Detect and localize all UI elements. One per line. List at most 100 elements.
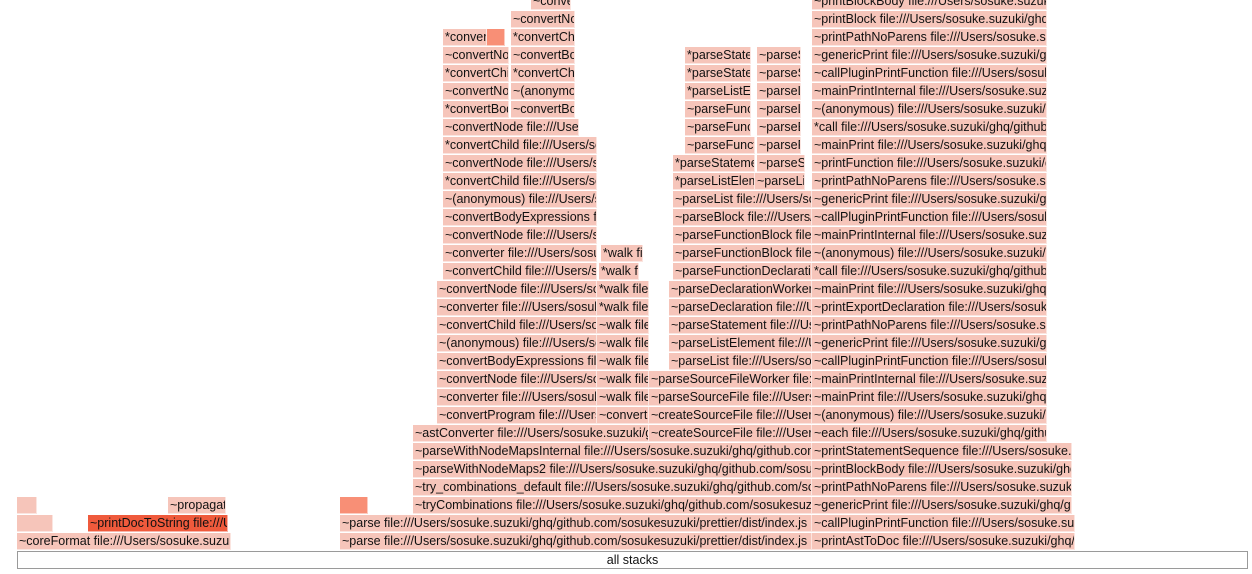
flame-frame[interactable]: ~parseList file:///Users/sosuke.suzuki/g…	[673, 191, 812, 208]
flame-frame[interactable]: *walk file:///Users/sosuke.suzuki/ghq/gi…	[597, 299, 649, 316]
flame-frame[interactable]: ~(anonymous) file:///Users/sosuke.suzuki…	[812, 407, 1047, 424]
flame-frame[interactable]: ~parseFunctionBlock file:///Users/sosuke…	[673, 227, 812, 244]
flame-frame[interactable]: ~(anonymous) file:///Users/sosuke.suzuki…	[812, 245, 1047, 262]
flame-frame[interactable]: ~convertNode file:///Users/sosuke.suzuki…	[443, 83, 509, 100]
flame-frame[interactable]: ~createSourceFile file:///Users/sosuke.s…	[649, 425, 812, 442]
flame-frame[interactable]: ~convertNode file:///Users/sosuke.suzuki…	[443, 119, 579, 136]
flame-frame[interactable]: ~convertBodyExpressions file:///Users/so…	[437, 353, 597, 370]
flame-frame[interactable]: ~converter file:///Users/sosuke.suzuki/g…	[437, 299, 597, 316]
flame-frame[interactable]: *convertChild file:///Users/sosuke.suzuk…	[443, 65, 509, 82]
flame-frame[interactable]	[340, 497, 368, 514]
flame-frame[interactable]: ~convertBodyExpressions file:///Users/so…	[511, 101, 575, 118]
flame-frame[interactable]: ~callPluginPrintFunction file:///Users/s…	[812, 209, 1047, 226]
flame-frame[interactable]: ~convertNode file:///Users/sosuke.suzuki…	[443, 155, 597, 172]
flame-frame[interactable]	[17, 515, 53, 532]
flame-frame[interactable]: ~walk file:///Users/sosuke.suzuki/ghq/gi…	[597, 335, 649, 352]
flame-frame[interactable]: ~genericPrint file:///Users/sosuke.suzuk…	[812, 191, 1047, 208]
flame-frame[interactable]: *parseStatement file:///Users/sosuke.suz…	[673, 155, 755, 172]
flame-frame[interactable]: *convertChild file:///Users/sosuke.suzuk…	[443, 29, 487, 46]
flame-frame[interactable]: ~walk file:///Users/sosuke.suzuki/ghq/gi…	[597, 389, 649, 406]
flame-frame[interactable]: ~convertBodyExpressions file:///Users/so…	[443, 209, 597, 226]
flame-frame[interactable]: ~coreFormat file:///Users/sosuke.suzuki/…	[17, 533, 231, 550]
flame-frame[interactable]: ~mainPrintInternal file:///Users/sosuke.…	[812, 83, 1047, 100]
flame-frame[interactable]: *walk file:///Users/sosuke.suzuki/ghq/gi…	[597, 281, 649, 298]
flame-frame[interactable]: ~mainPrint file:///Users/sosuke.suzuki/g…	[812, 389, 1047, 406]
flame-frame[interactable]: ~parseFunctionBody file:///Users/sosuke.…	[685, 119, 751, 136]
flame-frame[interactable]: ~genericPrint file:///Users/sosuke.suzuk…	[812, 497, 1072, 514]
flame-frame[interactable]: *parseStatement file:///Users/sosuke.suz…	[685, 47, 751, 64]
flame-frame[interactable]: ~converter file:///Users/sosuke.suzuki/g…	[443, 245, 597, 262]
flame-frame[interactable]: ~printPathNoParens file:///Users/sosuke.…	[812, 173, 1047, 190]
flame-frame[interactable]: ~try_combinations_default file:///Users/…	[413, 479, 812, 496]
flame-frame[interactable]: ~convertNode file:///Users/sosuke.suzuki…	[597, 407, 649, 424]
flame-frame[interactable]: ~parseDeclarationWorker file:///Users/so…	[669, 281, 812, 298]
flame-frame[interactable]: ~each file:///Users/sosuke.suzuki/ghq/gi…	[812, 425, 1047, 442]
flame-frame[interactable]: *parseListElement file:///Users/sosuke.s…	[685, 83, 751, 100]
flame-frame[interactable]	[17, 497, 37, 514]
flame-frame[interactable]: ~printPathNoParens file:///Users/sosuke.…	[812, 479, 1072, 496]
flame-frame[interactable]: ~convertChild file:///Users/sosuke.suzuk…	[443, 263, 597, 280]
flame-frame[interactable]: ~printStatementSequence file:///Users/so…	[812, 443, 1072, 460]
flame-frame[interactable]: ~parseWithNodeMaps2 file:///Users/sosuke…	[413, 461, 812, 478]
flame-frame[interactable]: ~mainPrint file:///Users/sosuke.suzuki/g…	[812, 281, 1047, 298]
flame-frame[interactable]: ~parseFunctionBlock file:///Users/sosuke…	[673, 245, 812, 262]
flame-frame[interactable]: *parseStatement file:///Users/sosuke.suz…	[685, 65, 751, 82]
flame-frame[interactable]: ~mainPrint file:///Users/sosuke.suzuki/g…	[812, 137, 1047, 154]
flame-frame[interactable]: ~parseWithNodeMapsInternal file:///Users…	[413, 443, 812, 460]
flame-frame[interactable]: ~astConverter file:///Users/sosuke.suzuk…	[413, 425, 649, 442]
flame-frame[interactable]: ~parseStatement file:///Users/sosuke.suz…	[757, 47, 801, 64]
flame-frame[interactable]: ~parseListElement file:///Users/sosuke.s…	[755, 173, 805, 190]
flame-frame[interactable]: ~mainPrintInternal file:///Users/sosuke.…	[812, 371, 1047, 388]
flame-root-all-stacks[interactable]: all stacks	[17, 551, 1248, 569]
flame-frame[interactable]: ~(anonymous) file:///Users/sosuke.suzuki…	[812, 101, 1047, 118]
flame-frame[interactable]: *walk file:///Users/sosuke.suzuki/ghq/gi…	[599, 263, 639, 280]
flame-frame[interactable]: *parseListElement file:///Users/sosuke.s…	[673, 173, 755, 190]
flame-frame[interactable]: ~parse file:///Users/sosuke.suzuki/ghq/g…	[340, 533, 812, 550]
flame-frame[interactable]: ~parseFunctionBlock file:///Users/sosuke…	[685, 137, 755, 154]
flame-frame[interactable]	[487, 29, 505, 46]
flame-frame[interactable]: ~convertNode file:///Users/sosuke.suzuki…	[437, 281, 597, 298]
flame-frame[interactable]: ~(anonymous) file:///Users/sosuke.suzuki…	[443, 191, 597, 208]
flame-frame[interactable]: ~printExportDeclaration file:///Users/so…	[812, 299, 1047, 316]
flame-frame[interactable]: ~printBlock file:///Users/sosuke.suzuki/…	[812, 11, 1047, 28]
flame-frame[interactable]: *call file:///Users/sosuke.suzuki/ghq/gi…	[812, 263, 1047, 280]
flame-frame[interactable]: *convertChild file:///Users/sosuke.suzuk…	[511, 29, 575, 46]
flame-frame[interactable]: ~tryCombinations file:///Users/sosuke.su…	[413, 497, 812, 514]
flame-frame[interactable]: ~converter file:///Users/sosuke.suzuki/g…	[437, 389, 597, 406]
flame-frame[interactable]: ~createSourceFile file:///Users/sosuke.s…	[649, 407, 812, 424]
flame-frame[interactable]: ~parseListElement file:///Users/sosuke.s…	[757, 83, 801, 100]
flame-frame[interactable]: ~parseList file:///Users/sosuke.suzuki/g…	[669, 353, 812, 370]
flame-frame[interactable]: ~parseBlock file:///Users/sosuke.suzuki/…	[673, 209, 812, 226]
flame-frame[interactable]: ~genericPrint file:///Users/sosuke.suzuk…	[812, 47, 1047, 64]
flame-frame[interactable]: ~parseFunctionBlock file:///Users/sosuke…	[757, 137, 801, 154]
flame-frame[interactable]: ~parseFunctionDeclaration file:///Users/…	[673, 263, 812, 280]
flame-frame[interactable]: ~convertNode file:///Users/sosuke.suzuki…	[443, 47, 509, 64]
flame-frame[interactable]: ~callPluginPrintFunction file:///Users/s…	[812, 515, 1075, 532]
flame-frame[interactable]: ~parseSourceFile file:///Users/sosuke.su…	[649, 389, 812, 406]
flame-frame[interactable]: ~callPluginPrintFunction file:///Users/s…	[812, 353, 1047, 370]
flame-frame[interactable]: *call file:///Users/sosuke.suzuki/ghq/gi…	[812, 119, 1047, 136]
flame-frame[interactable]: ~parseSourceFileWorker file:///Users/sos…	[649, 371, 812, 388]
flame-frame[interactable]: *convertChild file:///Users/sosuke.suzuk…	[443, 137, 597, 154]
flame-frame[interactable]: ~convertNode file:///Users/sosuke.suzuki…	[443, 227, 597, 244]
flame-frame[interactable]: ~printBlockBody file:///Users/sosuke.suz…	[812, 0, 1047, 10]
flame-frame[interactable]: ~convertNode file:///Users/sosuke.suzuki…	[511, 11, 575, 28]
flame-frame[interactable]: ~genericPrint file:///Users/sosuke.suzuk…	[812, 335, 1047, 352]
flame-frame[interactable]: ~convertNode file:///Users/sosuke.suzuki…	[437, 371, 597, 388]
flame-frame[interactable]: ~convertBodyExpressions file:///Users/so…	[511, 47, 575, 64]
flame-frame[interactable]: ~(anonymous) file:///Users/sosuke.suzuki…	[437, 335, 597, 352]
flame-frame[interactable]: ~parseFunctionBody file:///Users/sosuke.…	[685, 101, 751, 118]
flame-frame[interactable]: ~parseDeclaration file:///Users/sosuke.s…	[669, 299, 812, 316]
flame-frame[interactable]: ~parseList file:///Users/sosuke.suzuki/g…	[757, 101, 801, 118]
flame-frame[interactable]: ~printPathNoParens file:///Users/sosuke.…	[812, 29, 1047, 46]
flame-frame[interactable]: ~printDocToString file:///Users/sosuke.s…	[88, 515, 228, 532]
flame-frame[interactable]: ~parseBlock file:///Users/sosuke.suzuki/…	[757, 119, 801, 136]
flame-frame[interactable]: ~printBlockBody file:///Users/sosuke.suz…	[812, 461, 1072, 478]
flame-frame[interactable]: ~walk file:///Users/sosuke.suzuki/ghq/gi…	[597, 371, 649, 388]
flame-frame[interactable]: ~parseListElement file:///Users/sosuke.s…	[669, 335, 812, 352]
flame-frame[interactable]: ~convertProgram file:///Users/sosuke.suz…	[437, 407, 597, 424]
flame-frame[interactable]: ~mainPrintInternal file:///Users/sosuke.…	[812, 227, 1047, 244]
flame-frame[interactable]: ~printFunction file:///Users/sosuke.suzu…	[812, 155, 1047, 172]
flame-frame[interactable]: ~callPluginPrintFunction file:///Users/s…	[812, 65, 1047, 82]
flame-frame[interactable]: ~parseStatement file:///Users/sosuke.suz…	[757, 65, 801, 82]
